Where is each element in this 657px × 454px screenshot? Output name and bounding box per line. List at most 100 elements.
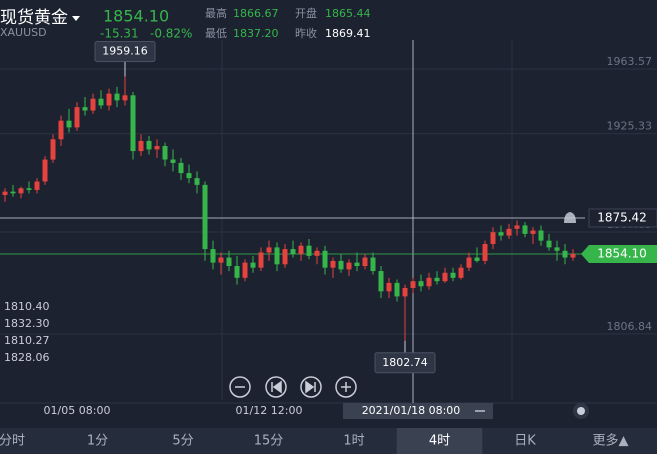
tab[interactable]: 1时 (343, 434, 364, 449)
candle-body (530, 230, 536, 234)
candle-body (202, 184, 208, 250)
candle-body (130, 95, 136, 152)
candle-body (106, 93, 112, 106)
price: 1854.10 (103, 7, 169, 26)
candle-body (170, 159, 176, 163)
candle-body (74, 107, 80, 128)
side-value: 1810.27 (4, 334, 50, 347)
tab[interactable]: 5分 (172, 434, 193, 449)
y-tick-label: 1925.33 (607, 120, 653, 133)
stat-label: 昨收 (295, 26, 317, 40)
candle-body (26, 188, 32, 190)
candle-body (570, 254, 576, 258)
tab[interactable]: 日K (514, 434, 536, 449)
candle-body (330, 260, 336, 268)
zoom-controls (229, 376, 357, 398)
candle-body (114, 93, 120, 101)
candle-body (378, 271, 384, 292)
candle-body (274, 247, 280, 265)
y-tick-label: 1806.84 (607, 320, 653, 333)
instrument-name[interactable]: 现货黄金 (0, 8, 68, 28)
stat-label: 最高 (205, 6, 227, 20)
tab[interactable]: 更多▲ (593, 433, 629, 449)
candle-body (418, 281, 424, 287)
zoom-out-button[interactable] (229, 376, 251, 398)
candle-body (178, 162, 184, 174)
candle-body (242, 262, 248, 278)
candle-body (42, 159, 48, 182)
candle-body (538, 230, 544, 241)
side-value: 1810.40 (4, 300, 50, 313)
tab[interactable]: 4时 (429, 434, 450, 449)
active-tab-bg (396, 428, 483, 454)
stat-label: 最低 (205, 27, 227, 40)
stat-value: 1866.67 (233, 7, 279, 20)
side-value: 1828.06 (4, 351, 50, 364)
candle-body (314, 250, 320, 256)
x-tick-label: 01/12 12:00 (236, 404, 303, 417)
candle-body (146, 140, 152, 150)
candle-body (442, 272, 448, 282)
tab-bar (0, 428, 657, 454)
tab[interactable]: 分时 (0, 434, 25, 449)
candle-body (322, 250, 328, 268)
candle-body (298, 245, 304, 255)
first-button[interactable] (265, 376, 287, 398)
candle-body (466, 257, 472, 268)
last-button[interactable] (300, 376, 322, 398)
crosshair-x-label: 2021/01/18 08:00 (362, 404, 461, 417)
y-tick-label: 1963.57 (607, 55, 653, 68)
symbol: XAUUSD (0, 26, 47, 39)
candle-body (394, 282, 400, 297)
candle-body (50, 139, 56, 160)
candle-body (282, 249, 288, 265)
price-tag-bg (581, 245, 657, 263)
candle-body (506, 228, 512, 236)
candle-body (122, 95, 128, 101)
price-tag: 1854.10 (581, 245, 657, 263)
candle-body (90, 98, 96, 111)
candle-body (546, 240, 552, 248)
zoom-in-button[interactable] (335, 376, 357, 398)
x-tick-label: 01/05 08:00 (44, 404, 111, 417)
dropdown-icon[interactable] (72, 16, 80, 21)
candle-body (98, 98, 104, 106)
change-pct: -0.82% (150, 27, 192, 41)
annotation-label: 1802.74 (382, 356, 428, 369)
candle-body (474, 257, 480, 261)
candle-body (434, 277, 440, 282)
candle-body (266, 247, 272, 253)
candle-body (138, 140, 144, 152)
price-tag-label: 1875.42 (597, 210, 647, 224)
candle-body (402, 287, 408, 297)
candle-body (562, 250, 568, 258)
candle-body (498, 232, 504, 236)
candle-body (194, 178, 200, 185)
candle-body (554, 247, 560, 251)
candle-body (186, 173, 192, 179)
candle-body (362, 257, 368, 266)
candle-body (218, 257, 224, 263)
candle-body (34, 181, 40, 190)
stat-value: 1865.44 (325, 7, 371, 20)
candle-body (522, 225, 528, 234)
candle-body (162, 146, 168, 160)
candle-body (226, 257, 232, 266)
side-value: 1832.30 (4, 317, 50, 330)
vertical-grid (221, 40, 513, 400)
tab[interactable]: 1分 (87, 434, 108, 449)
tab[interactable]: 15分 (254, 434, 284, 449)
candle-body (210, 249, 216, 263)
candle-body (234, 265, 240, 278)
candle-body (346, 262, 352, 270)
change: -15.31 (100, 27, 139, 41)
annotation-box (374, 352, 436, 374)
candle-body (82, 107, 88, 111)
settings-dot-inner[interactable] (577, 407, 585, 415)
candle-body (10, 191, 16, 194)
candle-body (426, 277, 432, 287)
candle-body (386, 282, 392, 292)
candle-body (290, 249, 296, 255)
